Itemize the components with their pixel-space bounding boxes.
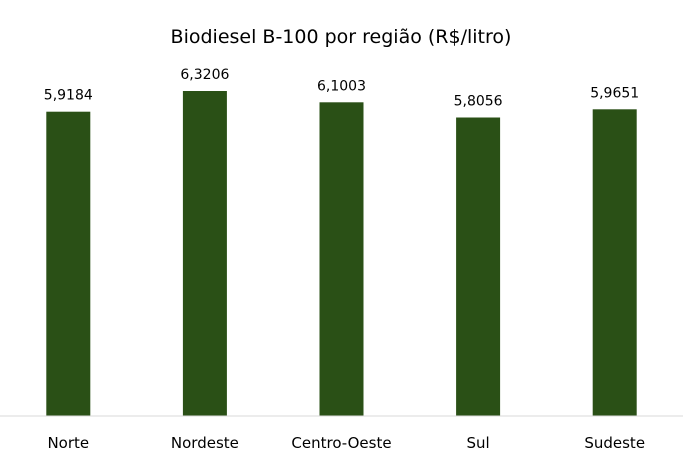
data-label: 5,8056 [454,94,503,110]
bar-nordeste [182,91,227,416]
x-tick-label: Norte [47,434,89,452]
bar-sul [456,117,501,416]
bars-group [46,91,637,417]
data-label: 6,3206 [180,67,229,83]
bar-norte [46,111,91,416]
data-label: 5,9184 [44,88,93,104]
bar-sudeste [592,109,637,417]
x-tick-label: Nordeste [171,434,239,452]
x-tick-label: Sul [466,434,489,452]
bar-centro-oeste [319,102,364,417]
x-tick-label: Sudeste [584,434,645,452]
data-labels: 5,9184 6,3206 6,1003 5,8056 5,9651 [44,67,639,110]
x-tick-labels: Norte Nordeste Centro-Oeste Sul Sudeste [47,434,645,452]
chart-title: Biodiesel B-100 por região (R$/litro) [171,26,512,48]
data-label: 6,1003 [317,78,366,94]
data-label: 5,9651 [590,85,639,101]
x-tick-label: Centro-Oeste [291,434,391,452]
